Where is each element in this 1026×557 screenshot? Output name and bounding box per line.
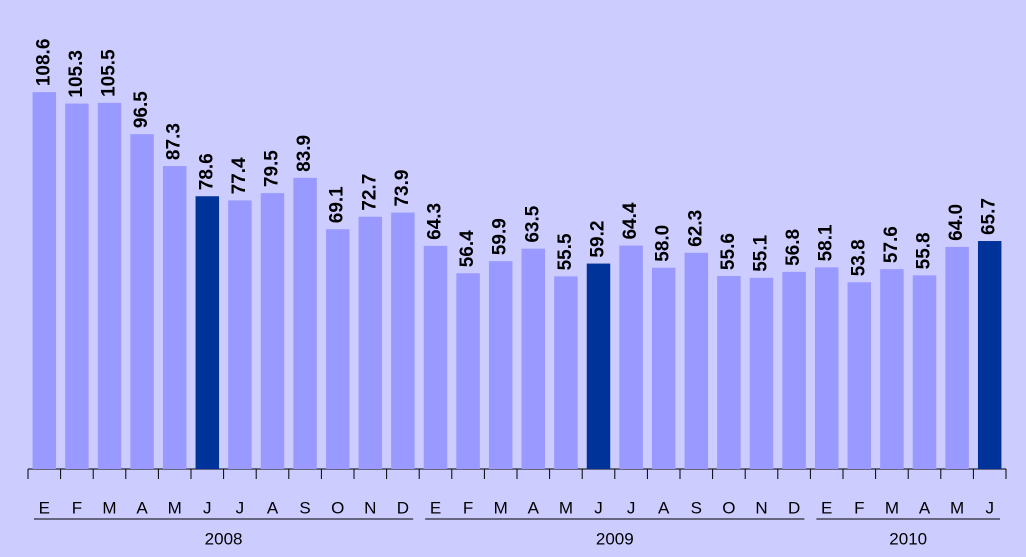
bar	[717, 276, 741, 469]
bar	[325, 229, 350, 469]
bar	[65, 103, 89, 469]
bar	[749, 277, 774, 469]
bar	[32, 92, 57, 470]
x-tick-label: D	[397, 498, 409, 517]
value-label: 105.5	[99, 49, 120, 97]
bar	[521, 248, 546, 469]
x-tick-label: M	[168, 498, 182, 517]
x-tick-label: A	[136, 498, 148, 517]
x-tick-label: M	[494, 498, 508, 517]
x-tick-label: M	[559, 498, 573, 517]
value-label: 59.2	[588, 221, 609, 258]
bar	[423, 245, 448, 469]
x-tick-label: N	[364, 498, 376, 517]
value-label: 58.0	[653, 225, 674, 262]
x-tick-label: J	[236, 498, 245, 517]
bar	[619, 245, 643, 469]
x-tick-label: F	[854, 498, 864, 517]
value-label: 96.5	[131, 91, 152, 128]
x-tick-label: E	[39, 498, 50, 517]
bar	[293, 177, 317, 469]
bar	[945, 246, 969, 469]
value-label: 57.6	[881, 226, 902, 263]
value-label: 56.8	[783, 229, 804, 266]
value-label: 87.3	[164, 123, 185, 160]
value-label: 105.3	[66, 50, 87, 98]
value-label: 73.9	[392, 170, 413, 207]
bar	[880, 269, 904, 469]
value-label: 83.9	[294, 135, 315, 172]
bar	[782, 271, 806, 469]
value-label: 64.4	[620, 202, 641, 239]
x-tick-label: F	[463, 498, 473, 517]
bar	[456, 273, 480, 469]
x-tick-label: F	[72, 498, 82, 517]
x-tick-label: A	[919, 498, 931, 517]
x-tick-label: J	[985, 498, 994, 517]
value-label: 55.1	[751, 234, 772, 271]
value-label: 78.6	[196, 153, 217, 190]
value-label: 62.3	[685, 210, 706, 247]
value-label: 69.1	[327, 186, 348, 223]
group-label: 2009	[596, 529, 634, 548]
x-tick-label: E	[821, 498, 832, 517]
bar	[488, 261, 513, 469]
x-tick-label: S	[691, 498, 702, 517]
bar	[847, 282, 872, 469]
group-label: 2010	[889, 529, 927, 548]
x-tick-label: D	[788, 498, 800, 517]
bar	[195, 196, 220, 469]
value-label: 55.8	[914, 232, 935, 269]
x-tick-label: M	[950, 498, 964, 517]
x-tick-label: J	[594, 498, 603, 517]
value-label: 58.1	[816, 224, 837, 261]
bar	[97, 102, 122, 469]
bar	[554, 276, 578, 469]
bar	[228, 200, 252, 469]
bar	[586, 263, 611, 469]
value-label: 64.0	[946, 204, 967, 241]
x-tick-label: A	[658, 498, 670, 517]
group-label: 2008	[205, 529, 243, 548]
value-label: 77.4	[229, 157, 250, 194]
value-label: 55.6	[718, 233, 739, 270]
bar	[130, 134, 154, 469]
x-tick-label: N	[755, 498, 767, 517]
x-tick-label: O	[722, 498, 735, 517]
x-tick-label: A	[267, 498, 279, 517]
x-tick-label: A	[528, 498, 540, 517]
bar	[912, 275, 937, 469]
x-tick-label: J	[203, 498, 212, 517]
value-label: 53.8	[848, 239, 869, 276]
bar	[977, 241, 1002, 469]
x-tick-label: M	[885, 498, 899, 517]
bar	[651, 267, 676, 469]
value-label: 65.7	[979, 198, 1000, 235]
x-tick-label: E	[430, 498, 441, 517]
value-label: 79.5	[262, 150, 283, 187]
value-label: 55.5	[555, 233, 576, 270]
bar	[391, 212, 415, 469]
bar	[260, 193, 285, 469]
value-label: 56.4	[457, 230, 478, 267]
value-label: 59.9	[490, 218, 511, 255]
x-tick-label: M	[102, 498, 116, 517]
value-label: 63.5	[522, 205, 543, 242]
bar	[162, 166, 187, 469]
x-tick-label: S	[299, 498, 310, 517]
value-label: 64.3	[425, 203, 446, 240]
bar	[684, 252, 709, 469]
value-label: 72.7	[359, 174, 380, 211]
bar	[814, 267, 839, 469]
x-tick-label: J	[627, 498, 636, 517]
value-label: 108.6	[33, 39, 54, 87]
bar	[358, 216, 383, 469]
x-tick-label: O	[331, 498, 344, 517]
